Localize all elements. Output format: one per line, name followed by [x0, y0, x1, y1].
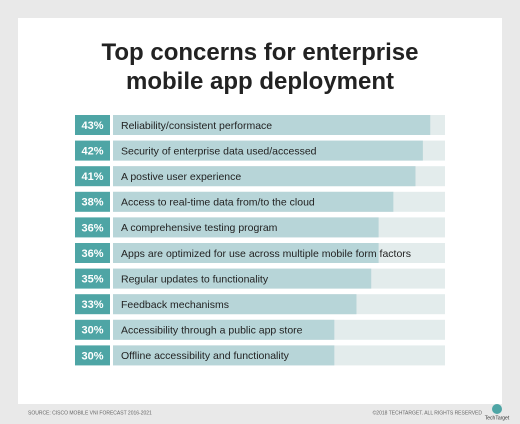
bar	[113, 294, 357, 315]
value-label: 43%	[81, 120, 103, 132]
label-box	[75, 294, 110, 315]
copyright: ©2018 TECHTARGET. ALL RIGHTS RESERVED	[373, 409, 483, 416]
label-box	[75, 166, 110, 187]
bar	[113, 166, 416, 187]
bar	[113, 268, 372, 289]
category-label: Access to real-time data from/to the clo…	[121, 197, 315, 209]
value-label: 30%	[81, 325, 103, 337]
value-label: 36%	[81, 248, 103, 260]
label-box	[75, 115, 110, 135]
category-label: Regular updates to functionality	[121, 273, 269, 285]
category-label: A comprehensive testing program	[121, 222, 278, 234]
category-label: Offline accessibility and functionality	[121, 350, 290, 362]
label-box	[75, 217, 110, 238]
label-box	[75, 345, 110, 366]
label-box	[75, 191, 110, 212]
bar	[113, 319, 335, 340]
label-box	[75, 140, 110, 161]
category-label: Accessibility through a public app store	[121, 325, 303, 337]
value-label: 38%	[81, 197, 103, 209]
category-label: Apps are optimized for use across multip…	[121, 248, 411, 260]
chart-title: Top concerns for enterprise mobile app d…	[101, 39, 419, 95]
bar	[113, 115, 431, 135]
bar	[113, 191, 394, 212]
label-box	[75, 268, 110, 289]
value-label: 30%	[81, 350, 103, 362]
label-box	[75, 243, 110, 263]
bar	[113, 140, 423, 161]
value-label: 33%	[81, 299, 103, 311]
logo-icon	[492, 404, 502, 414]
value-label: 42%	[81, 146, 103, 158]
bar	[113, 345, 335, 366]
category-label: Reliability/consistent performace	[121, 120, 272, 132]
category-label: A postive user experience	[121, 171, 241, 183]
category-label: Feedback mechanisms	[121, 299, 229, 311]
bar	[113, 243, 379, 263]
label-box	[75, 319, 110, 340]
logo: TechTarget	[485, 415, 510, 421]
value-label: 41%	[81, 171, 103, 183]
value-label: 35%	[81, 274, 103, 286]
value-label: 36%	[81, 222, 103, 234]
bar	[113, 217, 379, 238]
category-label: Security of enterprise data used/accesse…	[121, 145, 317, 157]
source: SOURCE: CISCO MOBILE VNI FORECAST 2016-2…	[28, 410, 152, 416]
